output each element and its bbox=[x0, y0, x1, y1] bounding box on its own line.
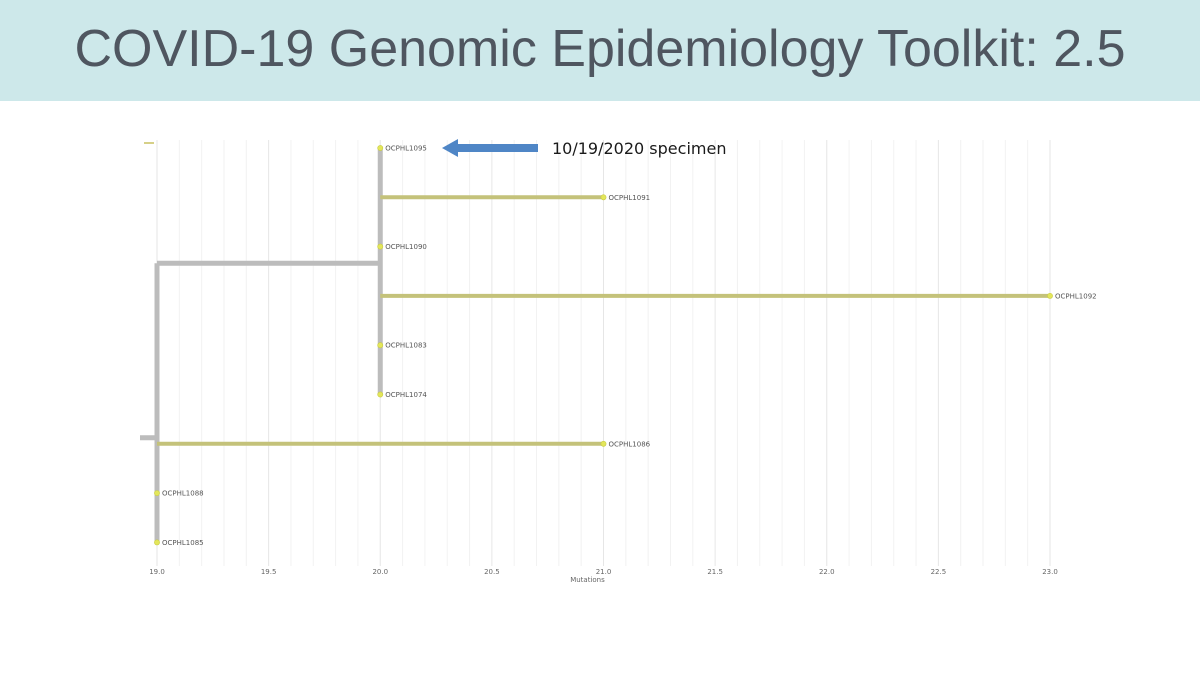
x-tick-label: 19.0 bbox=[149, 568, 165, 576]
tip-node bbox=[377, 243, 384, 250]
tip-node bbox=[154, 539, 160, 546]
tip-node bbox=[377, 391, 384, 398]
annotation-arrow-head bbox=[442, 139, 458, 157]
x-tick-label: 20.5 bbox=[484, 568, 500, 576]
x-axis: 19.0 19.5 20.0 20.5 21.0 21.5 22.0 22.5 23.0 Muta… bbox=[149, 568, 1058, 584]
annotation-label: 10/19/2020 specimen bbox=[552, 139, 726, 158]
tip-label: OCPHL1091 bbox=[609, 194, 651, 202]
tip-label: OCPHL1092 bbox=[1055, 292, 1097, 300]
tip-node bbox=[154, 490, 160, 496]
tip-node bbox=[1047, 292, 1053, 299]
tip-label: OCPHL1083 bbox=[385, 342, 427, 350]
tip-label: OCPHL1090 bbox=[385, 243, 427, 251]
annotation-arrow-shaft bbox=[456, 144, 538, 152]
tip-label: OCPHL1088 bbox=[162, 490, 204, 498]
tip-layer: OCPHL1095 OCPHL1091 OCPHL1090 OCPHL1092 OCPH… bbox=[154, 145, 1097, 547]
branch-layer bbox=[140, 148, 1050, 543]
x-tick-label: 21.0 bbox=[596, 568, 612, 576]
x-tick-label: 19.5 bbox=[261, 568, 277, 576]
x-tick-label: 22.5 bbox=[931, 568, 947, 576]
x-tick-label: 21.5 bbox=[707, 568, 723, 576]
slide-title: COVID-19 Genomic Epidemiology Toolkit: 2… bbox=[74, 20, 1126, 78]
grid-layer bbox=[144, 140, 1051, 566]
tip-label: OCPHL1085 bbox=[162, 539, 204, 547]
tip-node bbox=[600, 194, 607, 201]
tip-node bbox=[377, 145, 384, 151]
tip-node bbox=[377, 342, 384, 349]
annotation: 10/19/2020 specimen bbox=[442, 139, 726, 158]
x-tick-label: 22.0 bbox=[819, 568, 835, 576]
x-tick-label: 23.0 bbox=[1042, 568, 1058, 576]
x-axis-title: Mutations bbox=[570, 576, 605, 584]
x-tick-label: 20.0 bbox=[372, 568, 388, 576]
tip-label: OCPHL1074 bbox=[385, 391, 427, 399]
tip-node bbox=[600, 440, 607, 447]
tip-label: OCPHL1086 bbox=[609, 440, 651, 448]
tip-label: OCPHL1095 bbox=[385, 145, 427, 153]
title-bar: COVID-19 Genomic Epidemiology Toolkit: 2… bbox=[0, 0, 1200, 101]
